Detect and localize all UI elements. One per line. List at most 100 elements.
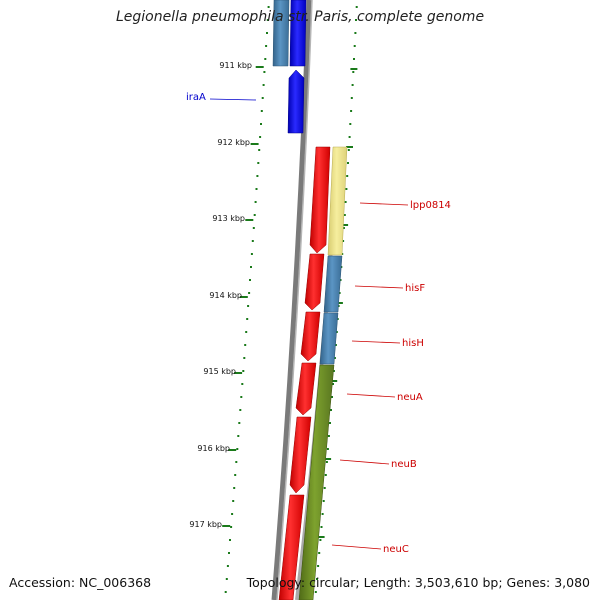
tick-major bbox=[222, 525, 231, 527]
tick-dot bbox=[228, 552, 230, 554]
gene-red-4 bbox=[295, 362, 317, 416]
tick-dot bbox=[342, 240, 345, 242]
leader-lines bbox=[209, 98, 409, 550]
tick-dot bbox=[260, 123, 262, 125]
tick-dot bbox=[240, 396, 243, 398]
tick-dot bbox=[327, 435, 330, 437]
tick-dot bbox=[245, 331, 248, 333]
tick-dot bbox=[239, 409, 242, 411]
tick-label-915: 915 kbp bbox=[203, 367, 236, 376]
tick-dot bbox=[248, 292, 251, 294]
tick-dot bbox=[235, 461, 238, 463]
tick-dot bbox=[265, 45, 268, 47]
genome-summary-text: Topology: circular; Length: 3,503,610 bp… bbox=[246, 575, 590, 590]
tick-dot bbox=[230, 526, 233, 528]
tick-dot bbox=[267, 6, 270, 8]
tick-major bbox=[255, 66, 264, 68]
gene-label-neuC: neuC bbox=[383, 544, 409, 555]
tick-major bbox=[245, 219, 254, 221]
tick-dot bbox=[261, 97, 264, 99]
tick-dot bbox=[335, 331, 338, 333]
gene-label-iraA: iraA bbox=[186, 92, 206, 103]
tick-dot bbox=[332, 383, 334, 385]
tick-dot bbox=[259, 136, 262, 138]
tick-dot bbox=[350, 97, 353, 99]
map-title: Legionella pneumophila str. Paris, compl… bbox=[115, 9, 485, 25]
gene-lpp0814 bbox=[327, 146, 348, 256]
tick-major bbox=[341, 224, 349, 226]
gene-label-hisH: hisH bbox=[402, 338, 424, 349]
tick-dot bbox=[242, 370, 245, 372]
tick-dot bbox=[317, 565, 320, 567]
tick-major bbox=[330, 380, 338, 382]
tick-major bbox=[317, 536, 325, 538]
gene-hisH bbox=[319, 312, 339, 365]
gene-iraA bbox=[287, 69, 305, 134]
tick-dot bbox=[351, 84, 354, 86]
backbone-inner bbox=[276, 0, 313, 600]
tick-dot bbox=[352, 71, 355, 73]
tick-dot bbox=[251, 240, 254, 242]
tick-major bbox=[234, 372, 243, 374]
tick-dot bbox=[260, 110, 263, 112]
tick-dot bbox=[342, 227, 345, 229]
tick-dot bbox=[346, 175, 349, 177]
tick-dot bbox=[241, 383, 244, 385]
gene-red-3 bbox=[300, 311, 321, 362]
gene-red-2 bbox=[304, 253, 325, 311]
tick-dot bbox=[252, 227, 255, 229]
tick-dot bbox=[344, 201, 347, 203]
tick-dot bbox=[264, 58, 267, 60]
gene-hisF bbox=[323, 255, 343, 313]
tick-dot bbox=[348, 136, 351, 138]
tick-dot bbox=[250, 253, 253, 255]
tick-dot bbox=[349, 123, 352, 125]
tick-label-912: 912 kbp bbox=[217, 138, 250, 147]
tick-dot bbox=[353, 58, 355, 60]
tick-dot bbox=[334, 344, 337, 346]
tick-dot bbox=[319, 539, 322, 541]
tick-major bbox=[324, 458, 332, 460]
tick-dot bbox=[322, 500, 325, 502]
tick-dot bbox=[246, 318, 249, 320]
tick-dot bbox=[329, 422, 331, 424]
gene-red-1 bbox=[309, 146, 331, 254]
tick-dot bbox=[253, 214, 256, 216]
tick-dot bbox=[243, 357, 246, 359]
tick-major bbox=[228, 449, 237, 451]
tick-dot bbox=[256, 175, 259, 177]
tick-dot bbox=[229, 539, 231, 541]
tick-dot bbox=[333, 357, 336, 359]
tick-dot bbox=[233, 487, 236, 489]
tick-dot bbox=[254, 201, 257, 203]
tick-dot bbox=[231, 513, 234, 515]
tick-dot bbox=[343, 214, 346, 216]
tick-dot bbox=[347, 149, 350, 151]
tick-dot bbox=[237, 435, 240, 437]
tick-dot bbox=[355, 6, 358, 8]
tick-dot bbox=[350, 110, 353, 112]
gene-label-hisF: hisF bbox=[405, 283, 425, 294]
tick-dot bbox=[257, 162, 260, 164]
tick-dot bbox=[324, 474, 327, 476]
tick-label-916: 916 kbp bbox=[197, 444, 230, 453]
backbone-outer bbox=[271, 0, 312, 600]
tick-dot bbox=[321, 513, 324, 515]
tick-dot bbox=[249, 279, 251, 281]
gene-steel-top bbox=[272, 0, 290, 67]
tick-dot bbox=[263, 71, 266, 73]
tick-dot bbox=[238, 422, 241, 424]
tick-dot bbox=[347, 162, 349, 164]
tick-dot bbox=[255, 188, 258, 190]
tick-major bbox=[239, 296, 248, 298]
tick-dot bbox=[247, 305, 250, 307]
tick-dot bbox=[225, 578, 228, 580]
tick-dot bbox=[331, 396, 333, 398]
gene-neu-olive bbox=[298, 364, 335, 600]
tick-dot bbox=[353, 45, 356, 47]
tick-major bbox=[350, 68, 358, 70]
tick-dot bbox=[354, 32, 357, 34]
gene-label-lpp0814: lpp0814 bbox=[410, 200, 451, 211]
accession-text: Accession: NC_006368 bbox=[9, 575, 152, 590]
